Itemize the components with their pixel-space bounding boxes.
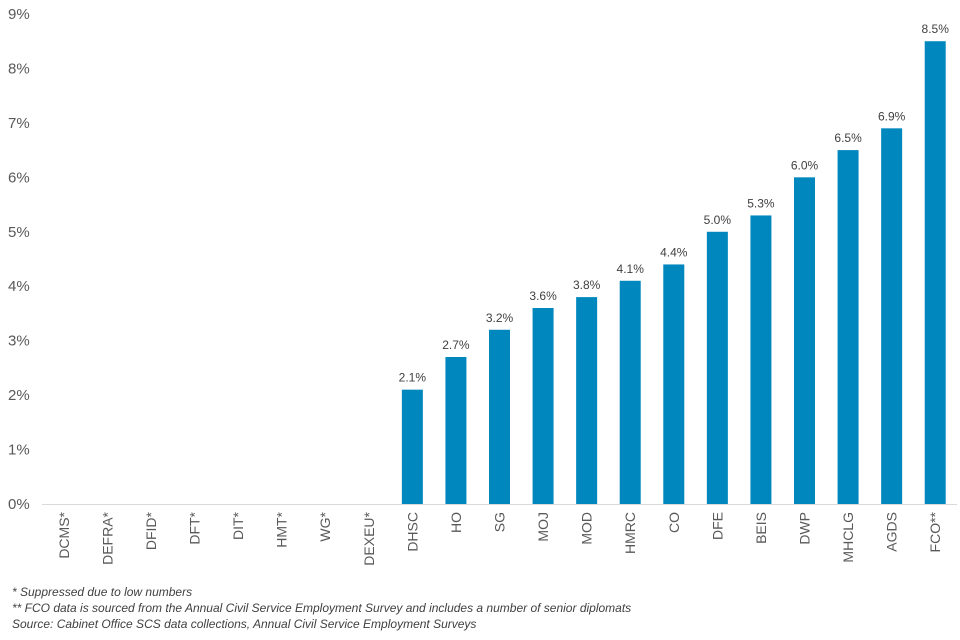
bar [750, 215, 772, 504]
bar [401, 389, 423, 504]
bar [794, 177, 815, 505]
y-axis: 0% 1% 2% 3% 4% 5% 6% 7% 8% 9% [8, 6, 30, 513]
x-tick-label: AGDS [884, 512, 900, 552]
bar [532, 308, 554, 504]
note-suppressed: * Suppressed due to low numbers [12, 585, 193, 599]
x-tick-label: MOD [579, 512, 595, 545]
data-label: 6.0% [791, 158, 819, 172]
x-tick-label: WG* [317, 511, 333, 541]
bar [489, 329, 510, 504]
data-label: 8.5% [922, 22, 950, 36]
x-tick-label: DEXEU* [361, 511, 377, 565]
data-label: 3.6% [529, 289, 557, 303]
x-tick-label: HO [448, 512, 464, 533]
x-tick-label: FCO** [927, 511, 943, 552]
x-axis: DCMS* DEFRA* DFID* DFT* DIT* HMT* WG* DEXEU* DHS… [56, 511, 943, 565]
x-tick-label: DFE [709, 512, 725, 540]
note-fco-source: ** FCO data is sourced from the Annual C… [12, 601, 632, 615]
x-tick-label: DEFRA* [99, 511, 115, 564]
data-label: 2.1% [399, 371, 427, 385]
y-tick-label: 9% [8, 6, 30, 23]
bar [706, 231, 728, 504]
x-tick-label: DFT* [187, 511, 203, 544]
data-label: 6.5% [834, 131, 862, 145]
x-tick-label: MHCLG [840, 512, 856, 563]
bar [663, 264, 685, 504]
y-tick-label: 6% [8, 169, 30, 186]
x-tick-label: DWP [797, 512, 813, 545]
x-tick-label: CO [666, 512, 682, 533]
bar [837, 150, 859, 504]
bar [445, 357, 467, 504]
y-tick-label: 8% [8, 60, 30, 77]
data-label: 3.2% [486, 311, 514, 325]
x-tick-label: HMRC [622, 512, 638, 554]
data-label: 3.8% [573, 278, 601, 292]
data-label: 6.9% [878, 109, 906, 123]
note-source: Source: Cabinet Office SCS data collecti… [12, 617, 477, 631]
data-label: 5.3% [747, 196, 775, 210]
y-tick-label: 5% [8, 224, 30, 241]
y-tick-label: 2% [8, 387, 30, 404]
x-tick-label: HMT* [274, 511, 290, 547]
bars [401, 41, 946, 505]
x-tick-label: SG [492, 512, 508, 532]
y-tick-label: 7% [8, 115, 30, 132]
data-label: 4.4% [660, 245, 688, 259]
data-label: 2.7% [442, 338, 470, 352]
y-tick-label: 4% [8, 278, 30, 295]
bar [924, 41, 946, 504]
x-tick-label: BEIS [753, 512, 769, 544]
data-labels: 2.1% 2.7% 3.2% 3.6% 3.8% 4.1% 4.4% 5.0% 5.3% 6.0%… [399, 22, 950, 384]
y-tick-label: 0% [8, 496, 30, 513]
bar [619, 280, 641, 504]
x-tick-label: MOJ [535, 512, 551, 542]
x-tick-label: DHSC [404, 512, 420, 552]
bar [881, 128, 903, 505]
bar [576, 297, 598, 504]
x-tick-label: DIT* [230, 511, 246, 540]
x-tick-label: DCMS* [56, 511, 72, 558]
y-tick-label: 3% [8, 333, 30, 350]
chart-notes: * Suppressed due to low numbers ** FCO d… [12, 584, 631, 632]
y-tick-label: 1% [8, 442, 30, 459]
bar-chart: 0% 1% 2% 3% 4% 5% 6% 7% 8% 9% 2.1% 2.7% 3.2% 3.6% 3.8… [8, 6, 957, 566]
data-label: 4.1% [617, 262, 645, 276]
x-tick-label: DFID* [143, 511, 159, 550]
data-label: 5.0% [704, 213, 732, 227]
